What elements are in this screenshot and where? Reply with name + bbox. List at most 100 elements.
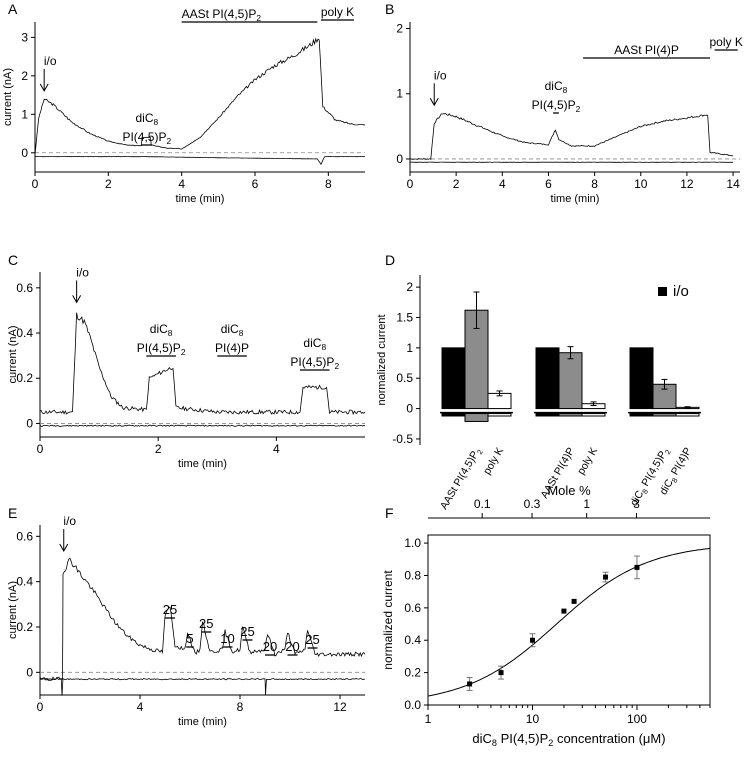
arrow-label: i/o <box>434 68 447 82</box>
bar-negative <box>558 413 583 417</box>
x-tick-label: 1 <box>425 712 432 726</box>
top-tick-label: 3 <box>633 497 640 511</box>
x-tick-label: 8 <box>237 700 244 714</box>
panel-letter: A <box>8 1 18 17</box>
x-axis-label: time (min) <box>178 716 227 728</box>
y-axis-label: normalized current <box>376 314 388 405</box>
y-tick-label: 0.4 <box>16 575 33 589</box>
x-tick-label: 0 <box>37 700 44 714</box>
y-tick-label: 0.2 <box>16 620 33 634</box>
y-tick-label: 2 <box>396 22 403 36</box>
annotation-label: PI(4,5)P2​ <box>122 130 171 146</box>
x-tick-label: 2 <box>453 177 460 191</box>
x-tick-label: 8 <box>591 177 598 191</box>
annotation-label: PI(4,5)P2​ <box>532 98 581 114</box>
x-tick-label: 6 <box>252 177 259 191</box>
panel-D: D -0.5 0 0.5 1 1.5 2 normalized current i/o <box>376 252 701 446</box>
panel-letter: D <box>385 252 395 268</box>
x-tick-label: 8 <box>325 177 332 191</box>
x-tick-label: 0 <box>32 177 39 191</box>
y-tick-label: 0.2 <box>404 666 421 680</box>
bar-negative <box>441 413 466 417</box>
y-tick-label: 0.4 <box>404 633 421 647</box>
y-tick-label: 0.6 <box>16 281 33 295</box>
y-tick-label: 0 <box>406 402 413 416</box>
x-tick-label: 12 <box>680 177 694 191</box>
bar <box>558 352 583 410</box>
bar-negative <box>629 413 654 417</box>
x-tick-label: 2 <box>155 442 162 456</box>
x-axis-label: time (min) <box>176 193 225 205</box>
bar <box>535 347 560 410</box>
legend-swatch <box>658 287 667 296</box>
y-axis-label: current (nA) <box>2 68 14 126</box>
y-axis-label: current (nA) <box>7 581 19 639</box>
arrow-label: i/o <box>44 54 57 68</box>
arrow-head <box>39 83 49 92</box>
bar <box>629 347 654 410</box>
data-point <box>467 681 473 687</box>
top-tick-label: 1 <box>583 497 590 511</box>
current-trace <box>39 312 366 416</box>
annotation-label: poly K <box>709 35 742 49</box>
arrow-head <box>59 543 69 553</box>
x-tick-label: 12 <box>333 700 347 714</box>
y-axis-label: current (nA) <box>7 325 19 383</box>
annotation-label: poly K <box>321 5 354 19</box>
panel-E: E 0 4 8 12 0 0.2 0.4 0.6 time (min) current (nA) i/… <box>7 505 366 728</box>
y-tick-label: 2 <box>21 69 28 83</box>
panel-letter: C <box>8 252 18 268</box>
bar-negative <box>581 413 606 417</box>
annotation-label: AASt PI(4,5)P2​ <box>182 7 262 23</box>
arrow-label: i/o <box>63 514 76 528</box>
panel-letter: B <box>385 1 394 17</box>
top-tick-label: 0.1 <box>474 497 491 511</box>
x-axis-label: time (min) <box>178 458 227 470</box>
y-axis-label: normalized current <box>381 570 395 670</box>
x-tick-label: 4 <box>273 442 280 456</box>
top-tick-label: 0.3 <box>524 497 541 511</box>
current-trace <box>34 37 366 155</box>
panel-C: C 0 2 4 0 0.2 0.4 0.6 time (min) current (nA) i/o <box>7 252 366 470</box>
y-tick-label: 1 <box>406 341 413 355</box>
annotation-label: 25 <box>163 602 177 617</box>
y-tick-label: 1 <box>21 107 28 121</box>
x-tick-label: 4 <box>137 700 144 714</box>
y-tick-label: 0.0 <box>404 698 421 712</box>
annotation-label: 25 <box>199 616 213 631</box>
panel-letter: F <box>385 505 394 521</box>
y-tick-label: 0 <box>396 152 403 166</box>
x-tick-label: 4 <box>178 177 185 191</box>
y-tick-label: 0.2 <box>16 371 33 385</box>
annotation-label: 5 <box>186 631 193 646</box>
arrow-label: i/o <box>76 265 89 279</box>
x-tick-label: 0 <box>37 442 44 456</box>
x-tick-label: 2 <box>105 177 112 191</box>
data-point <box>529 637 535 643</box>
data-point <box>603 574 609 580</box>
bar-negative <box>652 413 677 417</box>
x-axis-label: time (min) <box>551 193 600 205</box>
arrow-head <box>72 295 82 304</box>
baseline-trace <box>34 156 366 166</box>
x-tick-label: 4 <box>499 177 506 191</box>
x-tick-label: 100 <box>627 712 647 726</box>
plot-frame <box>427 534 711 706</box>
x-axis-label: diC8​ PI(4,5)P2​ concentration (μM) <box>472 731 665 748</box>
y-tick-label: 0.4 <box>16 326 33 340</box>
data-point <box>498 670 504 676</box>
annotation-label: diC8​ <box>221 322 244 338</box>
annotation-label: PI(4)P <box>215 341 249 355</box>
bar <box>441 347 466 410</box>
annotation-label: diC8​ <box>135 111 158 127</box>
y-tick-label: 0 <box>26 665 33 679</box>
bar-negative <box>675 413 700 417</box>
annotation-label: 20 <box>263 639 277 654</box>
x-tick-label: 10 <box>526 712 540 726</box>
category-label: poly K <box>481 446 506 477</box>
arrow-head <box>429 98 439 107</box>
annotation-label: diC8​ <box>150 322 173 338</box>
baseline-trace <box>39 677 366 696</box>
y-tick-label: 0.5 <box>396 371 413 385</box>
